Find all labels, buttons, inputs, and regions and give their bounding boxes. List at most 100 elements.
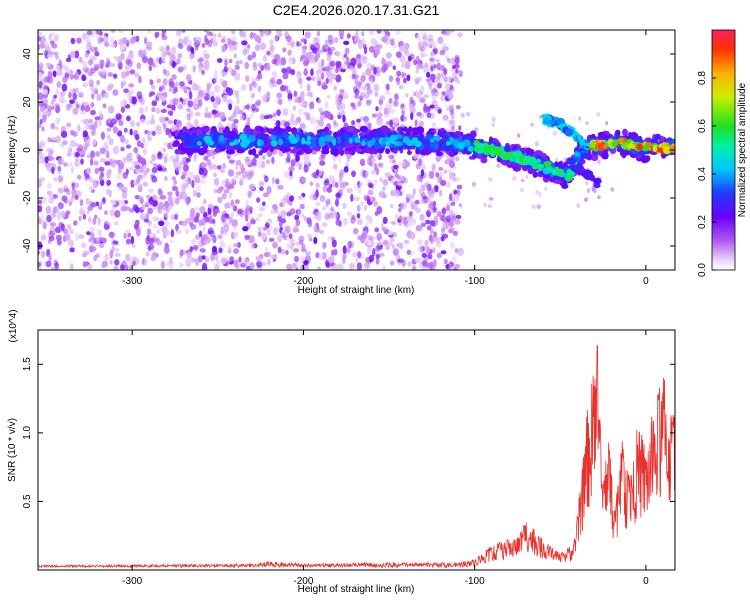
ridge-blob bbox=[445, 141, 452, 146]
noise-speckle bbox=[270, 254, 277, 260]
noise-speckle bbox=[92, 217, 97, 225]
noise-speckle bbox=[330, 206, 335, 212]
noise-speckle bbox=[303, 164, 309, 173]
strong-return-blob bbox=[621, 142, 629, 150]
noise-speckle bbox=[143, 170, 148, 176]
noise-speckle bbox=[143, 164, 147, 172]
noise-speckle bbox=[210, 204, 215, 211]
noise-speckle bbox=[135, 228, 141, 237]
noise-speckle bbox=[129, 128, 133, 136]
noise-speckle bbox=[373, 179, 378, 186]
noise-speckle bbox=[95, 150, 101, 157]
noise-speckle bbox=[69, 142, 76, 148]
ridge-blob bbox=[229, 141, 236, 146]
noise-speckle bbox=[416, 239, 423, 246]
noise-speckle bbox=[269, 44, 275, 53]
noise-speckle bbox=[169, 239, 175, 244]
noise-speckle bbox=[324, 101, 329, 109]
ridge-blob bbox=[557, 168, 564, 176]
noise-speckle bbox=[317, 98, 322, 104]
noise-speckle bbox=[138, 107, 144, 115]
noise-speckle bbox=[74, 151, 80, 158]
noise-speckle bbox=[137, 154, 141, 163]
x-tick-label: -300 bbox=[122, 576, 142, 587]
noise-speckle bbox=[354, 36, 360, 42]
noise-speckle bbox=[367, 189, 374, 196]
noise-speckle bbox=[385, 102, 392, 111]
x-tick-label: -100 bbox=[465, 576, 485, 587]
colorbar-gradient bbox=[711, 29, 736, 271]
ridge-blob bbox=[547, 166, 554, 173]
noise-speckle bbox=[381, 36, 388, 43]
noise-speckle bbox=[436, 178, 441, 184]
noise-speckle bbox=[270, 52, 275, 58]
ridge-blob bbox=[402, 137, 410, 144]
noise-speckle bbox=[106, 127, 112, 132]
ridge-blob bbox=[473, 146, 479, 152]
noise-speckle bbox=[453, 263, 461, 269]
noise-speckle bbox=[65, 57, 72, 63]
noise-speckle bbox=[189, 52, 195, 60]
noise-speckle bbox=[375, 167, 380, 176]
noise-speckle bbox=[53, 94, 58, 99]
noise-speckle bbox=[171, 74, 177, 80]
noise-speckle bbox=[132, 260, 136, 267]
noise-speckle bbox=[73, 220, 78, 226]
noise-speckle bbox=[222, 94, 228, 103]
noise-speckle bbox=[295, 153, 300, 163]
noise-speckle bbox=[112, 200, 116, 206]
noise-speckle bbox=[331, 239, 337, 248]
noise-speckle bbox=[247, 54, 253, 61]
noise-speckle bbox=[101, 263, 105, 268]
ridge-blob bbox=[379, 132, 386, 139]
noise-speckle bbox=[365, 68, 372, 76]
noise-speckle bbox=[124, 138, 129, 144]
noise-speckle bbox=[250, 242, 255, 250]
noise-speckle bbox=[164, 229, 170, 237]
noise-speckle bbox=[193, 175, 200, 180]
noise-speckle bbox=[219, 168, 224, 174]
branch-blob bbox=[574, 164, 584, 171]
noise-speckle bbox=[431, 187, 436, 194]
noise-speckle bbox=[425, 219, 431, 225]
noise-speckle bbox=[239, 163, 245, 171]
ridge-blob bbox=[338, 149, 344, 155]
noise-speckle bbox=[361, 37, 366, 46]
noise-speckle bbox=[168, 205, 173, 210]
noise-speckle bbox=[146, 120, 150, 125]
noise-speckle bbox=[196, 192, 201, 198]
noise-speckle bbox=[491, 123, 495, 127]
noise-speckle bbox=[203, 155, 209, 161]
noise-speckle bbox=[98, 242, 105, 249]
noise-speckle bbox=[221, 80, 228, 88]
ridge-blob bbox=[270, 139, 278, 147]
noise-speckle bbox=[151, 130, 156, 136]
noise-speckle bbox=[444, 159, 450, 165]
noise-speckle bbox=[195, 185, 201, 192]
noise-speckle bbox=[204, 257, 210, 263]
noise-speckle bbox=[159, 194, 167, 200]
noise-speckle bbox=[294, 255, 299, 263]
noise-speckle bbox=[264, 65, 271, 72]
ridge-blob bbox=[236, 148, 245, 154]
noise-speckle bbox=[181, 157, 187, 163]
ridge-blob bbox=[480, 156, 488, 164]
noise-speckle bbox=[431, 163, 436, 171]
noise-speckle bbox=[38, 157, 43, 165]
noise-speckle bbox=[288, 233, 293, 239]
noise-speckle bbox=[49, 222, 57, 227]
ridge-blob bbox=[281, 133, 288, 139]
noise-speckle bbox=[420, 198, 425, 205]
noise-speckle bbox=[82, 261, 87, 268]
noise-speckle bbox=[134, 134, 140, 141]
noise-speckle bbox=[100, 131, 106, 140]
noise-speckle bbox=[88, 118, 93, 124]
noise-speckle bbox=[197, 255, 203, 263]
noise-speckle bbox=[454, 156, 460, 162]
noise-speckle bbox=[289, 170, 293, 177]
noise-speckle bbox=[193, 103, 199, 111]
noise-speckle bbox=[578, 116, 582, 121]
noise-speckle bbox=[293, 90, 297, 97]
noise-speckle bbox=[416, 34, 422, 41]
ridge-blob bbox=[397, 141, 404, 146]
